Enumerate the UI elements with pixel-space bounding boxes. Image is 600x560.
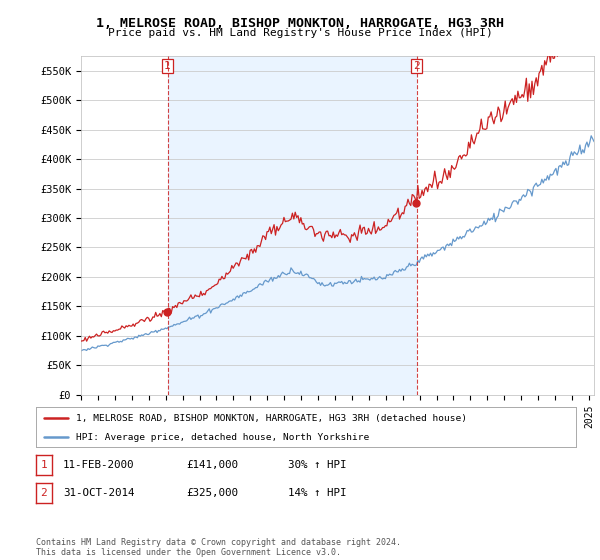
Text: £325,000: £325,000 bbox=[186, 488, 238, 498]
Bar bbox=[167, 56, 417, 395]
Text: 11-FEB-2000: 11-FEB-2000 bbox=[63, 460, 134, 470]
Text: HPI: Average price, detached house, North Yorkshire: HPI: Average price, detached house, Nort… bbox=[77, 433, 370, 442]
Text: 1, MELROSE ROAD, BISHOP MONKTON, HARROGATE, HG3 3RH (detached house): 1, MELROSE ROAD, BISHOP MONKTON, HARROGA… bbox=[77, 414, 467, 423]
Text: 1: 1 bbox=[164, 61, 171, 71]
Text: 30% ↑ HPI: 30% ↑ HPI bbox=[288, 460, 347, 470]
Text: 2: 2 bbox=[413, 61, 420, 71]
Text: Price paid vs. HM Land Registry's House Price Index (HPI): Price paid vs. HM Land Registry's House … bbox=[107, 28, 493, 38]
Text: £141,000: £141,000 bbox=[186, 460, 238, 470]
Text: Contains HM Land Registry data © Crown copyright and database right 2024.
This d: Contains HM Land Registry data © Crown c… bbox=[36, 538, 401, 557]
Text: 2: 2 bbox=[40, 488, 47, 498]
Text: 1: 1 bbox=[40, 460, 47, 470]
Text: 31-OCT-2014: 31-OCT-2014 bbox=[63, 488, 134, 498]
Text: 14% ↑ HPI: 14% ↑ HPI bbox=[288, 488, 347, 498]
Text: 1, MELROSE ROAD, BISHOP MONKTON, HARROGATE, HG3 3RH: 1, MELROSE ROAD, BISHOP MONKTON, HARROGA… bbox=[96, 17, 504, 30]
